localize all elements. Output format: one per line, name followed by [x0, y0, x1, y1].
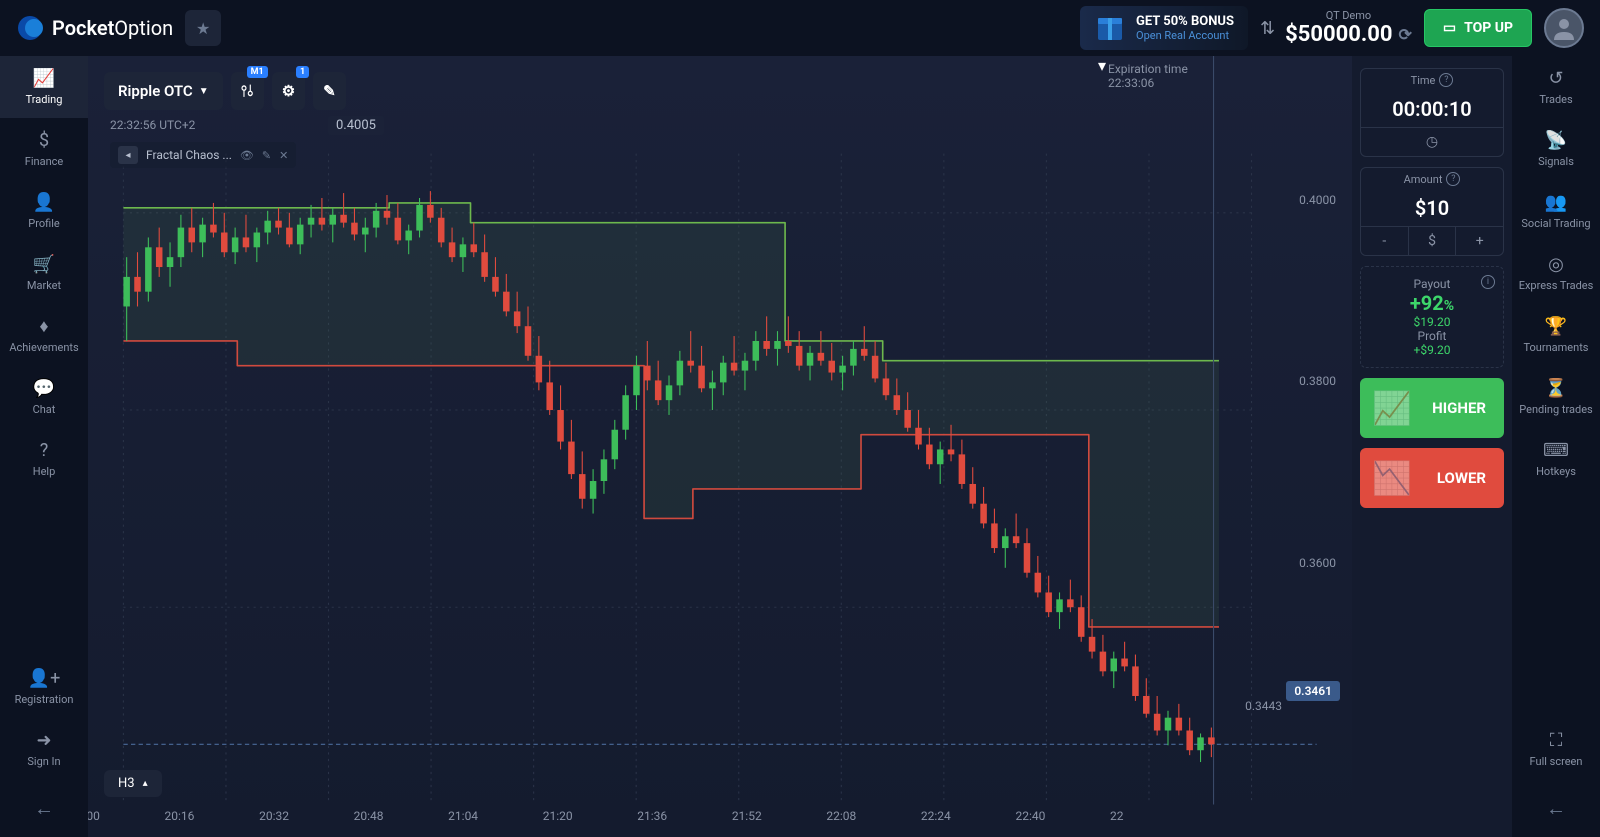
lower-button[interactable]: 📉 LOWER: [1360, 448, 1504, 508]
up-trend-icon: 📈: [1372, 389, 1412, 427]
sidebar-item-help[interactable]: ?Help: [0, 428, 88, 490]
fullscreen-icon: ⛶: [1550, 730, 1563, 751]
right-sidebar: ↺Trades📡Signals👥Social Trading◎Express T…: [1512, 56, 1600, 837]
amount-plus[interactable]: +: [1456, 227, 1503, 255]
favorite-button[interactable]: ★: [185, 10, 221, 46]
timeframe-selector[interactable]: H3 ▴: [104, 770, 162, 797]
sidebar-item-profile[interactable]: 👤Profile: [0, 180, 88, 242]
fullscreen-button[interactable]: ⛶ Full screen: [1512, 718, 1600, 780]
trade-panel: Time ? 00:00:10 ◷ Amount ? $10 - $ + i P…: [1352, 56, 1512, 837]
down-trend-icon: 📉: [1372, 459, 1412, 497]
sidebar-item-signals[interactable]: 📡Signals: [1512, 118, 1600, 180]
sidebar-item-express-trades[interactable]: ◎Express Trades: [1512, 242, 1600, 304]
account-label: QT Demo: [1285, 9, 1412, 22]
info-icon[interactable]: i: [1481, 275, 1495, 289]
bonus-title: GET 50% BONUS: [1136, 14, 1234, 29]
time-value[interactable]: 00:00:10: [1361, 91, 1503, 127]
amount-currency[interactable]: $: [1409, 227, 1457, 255]
logo[interactable]: PocketOption: [16, 14, 173, 42]
sidebar-item-finance[interactable]: $Finance: [0, 118, 88, 180]
higher-button[interactable]: 📈 HIGHER: [1360, 378, 1504, 438]
sidebar-item-achievements[interactable]: ♦Achievements: [0, 304, 88, 366]
collapse-right[interactable]: ←: [1512, 780, 1600, 837]
sidebar-item-pending-trades[interactable]: ⏳Pending trades: [1512, 366, 1600, 428]
amount-minus[interactable]: -: [1361, 227, 1409, 255]
help-icon[interactable]: ?: [1439, 73, 1453, 87]
sidebar-item-social-trading[interactable]: 👥Social Trading: [1512, 180, 1600, 242]
wallet-icon: ▭: [1443, 20, 1456, 36]
chevron-left-icon[interactable]: ◂: [118, 146, 138, 164]
chart-clock: 22:32:56 UTC+2: [110, 118, 195, 132]
topup-button[interactable]: ▭TOP UP: [1424, 9, 1532, 47]
amount-value[interactable]: $10: [1361, 190, 1503, 226]
candlestick-chart[interactable]: [88, 56, 1352, 837]
sidebar-item-registration[interactable]: 👤+Registration: [0, 656, 88, 718]
price-overlay: 0.4005: [328, 116, 384, 135]
sidebar-item-trading[interactable]: 📈Trading: [0, 56, 88, 118]
sidebar-item-trades[interactable]: ↺Trades: [1512, 56, 1600, 118]
payout-box: i Payout +92% $19.20 Profit +$9.20: [1360, 266, 1504, 368]
indicator-chip[interactable]: ◂ Fractal Chaos ... 👁 ✎ ✕: [110, 142, 296, 168]
close-icon[interactable]: ✕: [279, 149, 288, 162]
sidebar-item-tournaments[interactable]: 🏆Tournaments: [1512, 304, 1600, 366]
bonus-banner[interactable]: GET 50% BONUS Open Real Account: [1080, 6, 1248, 50]
left-sidebar: 📈Trading$Finance👤Profile🛒Market♦Achievem…: [0, 56, 88, 837]
indicators-button[interactable]: ⚙1: [272, 72, 305, 110]
avatar-button[interactable]: [1544, 8, 1584, 48]
asset-selector[interactable]: Ripple OTC ▼: [104, 72, 223, 110]
drawing-button[interactable]: ✎: [313, 72, 346, 110]
sidebar-item-chat[interactable]: 💬Chat: [0, 366, 88, 428]
bonus-subtitle: Open Real Account: [1136, 29, 1234, 42]
chart-area[interactable]: Ripple OTC ▼ ⫯⫰M1 ⚙1 ✎ 22:32:56 UTC+2 0.…: [88, 56, 1352, 837]
balance-display[interactable]: ⇅ QT Demo $50000.00 ⟳: [1260, 9, 1412, 47]
eye-icon[interactable]: 👁: [240, 149, 254, 162]
sidebar-item-sign-in[interactable]: ➜Sign In: [0, 718, 88, 780]
collapse-left[interactable]: ←: [0, 780, 88, 837]
sidebar-item-market[interactable]: 🛒Market: [0, 242, 88, 304]
expiration-info: Expiration time 22:33:06: [1108, 62, 1188, 90]
chart-type-button[interactable]: ⫯⫰M1: [231, 72, 264, 110]
sliders-icon: ⚙: [282, 82, 295, 100]
header: PocketOption ★ GET 50% BONUS Open Real A…: [0, 0, 1600, 56]
help-icon[interactable]: ?: [1446, 172, 1460, 186]
brush-icon: ✎: [323, 82, 336, 100]
sidebar-item-hotkeys[interactable]: ⌨Hotkeys: [1512, 428, 1600, 490]
candlestick-icon: ⫯⫰: [241, 82, 254, 100]
pencil-icon[interactable]: ✎: [262, 149, 271, 162]
expiration-flag: ▾: [1098, 56, 1106, 75]
time-mode-button[interactable]: ◷: [1361, 128, 1503, 156]
